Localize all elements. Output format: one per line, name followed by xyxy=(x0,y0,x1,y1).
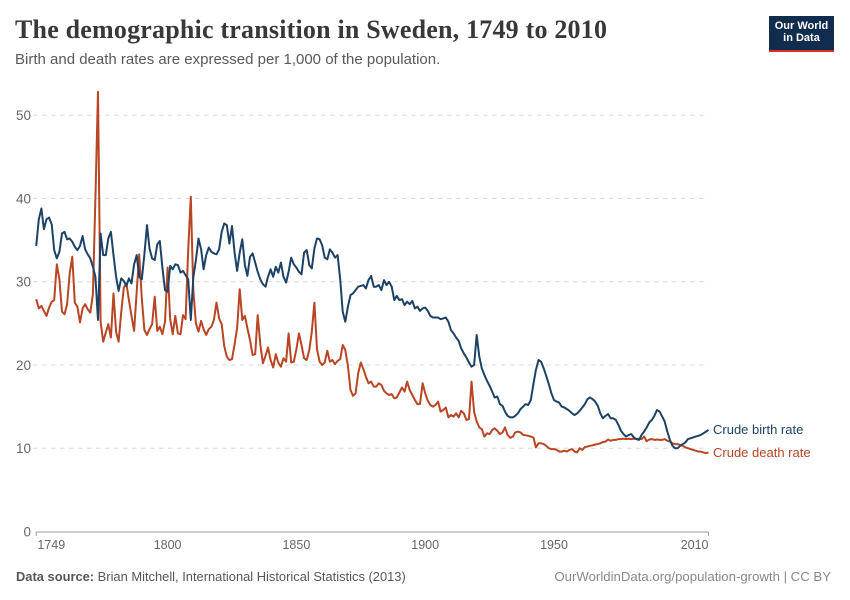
svg-text:50: 50 xyxy=(16,108,31,123)
svg-text:20: 20 xyxy=(16,358,31,373)
svg-text:1749: 1749 xyxy=(37,538,65,552)
svg-text:1900: 1900 xyxy=(411,538,439,552)
svg-text:1800: 1800 xyxy=(154,538,182,552)
svg-text:0: 0 xyxy=(23,524,31,539)
svg-text:1850: 1850 xyxy=(282,538,310,552)
svg-text:40: 40 xyxy=(16,191,31,206)
svg-text:1950: 1950 xyxy=(540,538,568,552)
svg-text:10: 10 xyxy=(16,441,31,456)
svg-text:30: 30 xyxy=(16,275,31,290)
svg-text:2010: 2010 xyxy=(681,538,709,552)
